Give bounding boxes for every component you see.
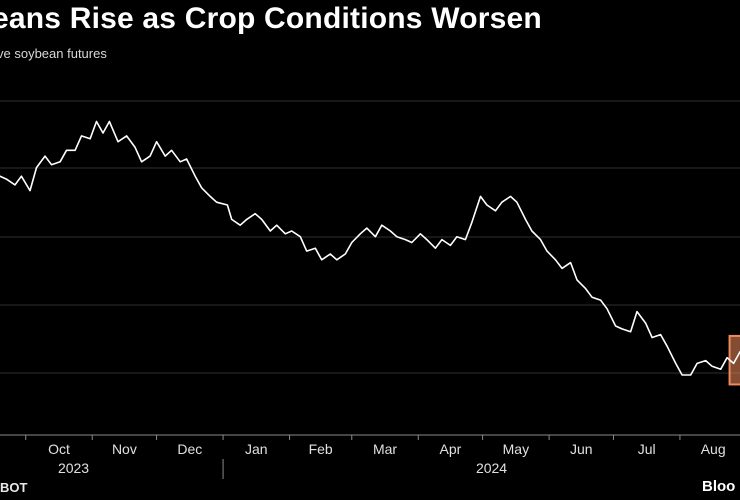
x-tick-label-0: Oct [48, 441, 70, 457]
x-tick-label-7: May [503, 441, 529, 457]
gridlines [0, 100, 740, 374]
x-tick-label-10: Aug [701, 441, 726, 457]
x-tick-label-3: Jan [245, 441, 268, 457]
brand-logo-text: Bloo [702, 478, 736, 495]
year-label-1: 2024 [476, 460, 507, 476]
x-tick-label-5: Mar [373, 441, 397, 457]
chart-subtitle: ve soybean futures [0, 46, 107, 61]
x-tick-label-8: Jun [570, 441, 593, 457]
x-tick-label-1: Nov [112, 441, 137, 457]
x-tick-label-4: Feb [309, 441, 333, 457]
source-note: BOT [0, 480, 28, 495]
x-tick-label-9: Jul [638, 441, 656, 457]
series-layer [0, 120, 740, 376]
x-tick-label-6: Apr [440, 441, 462, 457]
series-line [0, 120, 740, 376]
chart-title: eans Rise as Crop Conditions Worsen [0, 2, 542, 35]
x-tick-label-2: Dec [177, 441, 202, 457]
year-label-0: 2023 [58, 460, 89, 476]
x-axis: Oct Nov Dec Jan Feb Mar Apr May Jun Jul Aug 2023 202… [0, 434, 740, 479]
